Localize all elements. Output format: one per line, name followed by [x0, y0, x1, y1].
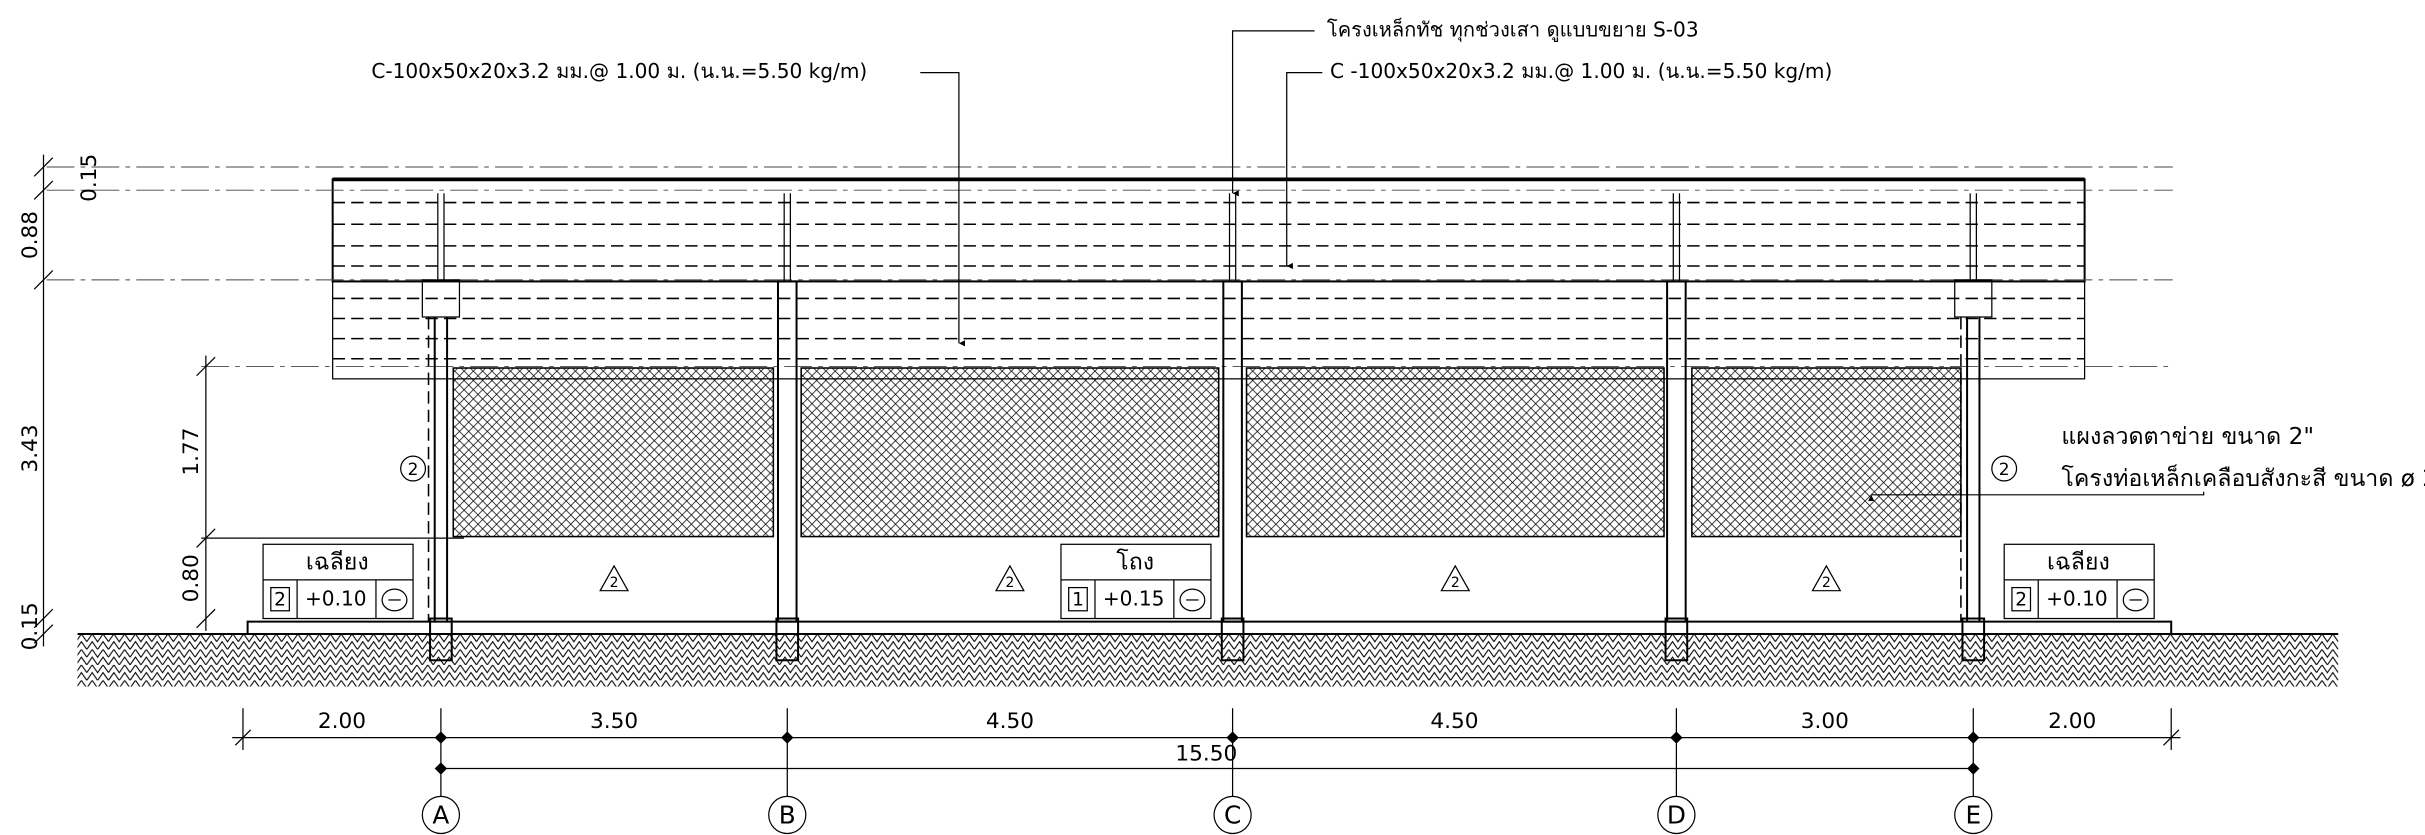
dynamic: C-100x50x20x3.2 มม.@ 1.00 ม. (น.น.=5.50 …	[18, 16, 2425, 835]
dimension-tick	[781, 731, 794, 744]
dimension-label: 15.50	[1175, 742, 1237, 767]
room-number-box	[2011, 586, 2032, 612]
dimension-tick	[1967, 731, 1980, 744]
dimension-tick	[33, 180, 54, 200]
room-number: 2	[274, 589, 286, 610]
grid-label: B	[779, 800, 796, 829]
room-name: โถง	[1116, 548, 1154, 575]
leader	[1868, 491, 2205, 501]
post	[1666, 280, 1687, 623]
post	[776, 280, 798, 623]
room-number: 2	[2015, 589, 2027, 610]
dimension-label: 1.77	[179, 427, 204, 475]
finish-tag-label: 2	[1822, 575, 1831, 591]
leader	[920, 72, 966, 347]
finish-tag	[1440, 564, 1471, 592]
dimension-label: 3.00	[1801, 709, 1849, 734]
dimension-tick	[1670, 731, 1683, 744]
grid-bubble	[421, 795, 461, 835]
room-tag	[2003, 543, 2155, 620]
annotation: โครงท่อเหล็กเคลือบสังกะสี ขนาด ø 2"	[2061, 463, 2425, 492]
finish-tag-label: 2	[610, 575, 619, 591]
finish-tag	[1811, 564, 1842, 592]
dimension-label: 0.80	[179, 554, 204, 602]
dimension-label: 4.50	[986, 709, 1034, 734]
wall-tag-label: 2	[1999, 460, 2010, 480]
grid-label: A	[432, 800, 449, 829]
level-symbol	[1179, 588, 1206, 612]
annotation: C-100x50x20x3.2 มม.@ 1.00 ม. (น.น.=5.50 …	[371, 59, 867, 83]
dimension-tick	[33, 624, 54, 644]
purlin-lines	[332, 201, 2085, 360]
grid-bubble	[1657, 795, 1696, 835]
dimension-tick	[196, 608, 216, 629]
finish-tag	[599, 564, 630, 592]
dimension-tick	[1226, 731, 1239, 744]
dimension-label: 0.15	[18, 602, 43, 650]
grid-label: C	[1224, 800, 1241, 829]
level-lines	[46, 166, 2173, 539]
room-number-box	[1068, 586, 1088, 612]
dimension-tick	[196, 528, 216, 548]
level-symbol	[381, 588, 408, 612]
wall-tag-label: 2	[408, 460, 419, 480]
mesh-panel	[452, 367, 775, 538]
annotation: แผงลวดตาข่าย ขนาด 2"	[2061, 423, 2314, 450]
leader	[1286, 72, 1323, 270]
dimension-label: 3.50	[590, 709, 638, 734]
mesh-panel	[1691, 367, 1962, 538]
room-number: 1	[1072, 589, 1084, 610]
grid-label: D	[1667, 800, 1686, 829]
level-symbol	[2122, 588, 2149, 612]
wall-tag	[400, 455, 427, 482]
room-level: +0.10	[305, 586, 367, 610]
room-tag	[262, 543, 414, 620]
footing	[1220, 617, 1245, 662]
mesh-panel	[800, 367, 1220, 538]
dimension-tick	[434, 731, 448, 744]
post	[1222, 280, 1243, 623]
annotation: โครงเหล็กทัช ทุกช่วงเสา ดูแบบขยาย S-03	[1327, 16, 1699, 42]
room-name: เฉลียง	[2047, 548, 2110, 575]
dimension-label: 4.50	[1430, 709, 1478, 734]
dimension-label: 2.00	[2048, 709, 2096, 734]
earth-hatch	[77, 633, 2339, 687]
dimension-tick	[33, 608, 54, 629]
leader	[1231, 30, 1315, 197]
dimension-label: 0.88	[18, 211, 43, 259]
finish-tag-label: 2	[1451, 575, 1460, 591]
post-cap	[1954, 279, 1993, 318]
dimension-tick	[234, 729, 252, 746]
dimension-tick	[33, 157, 54, 177]
footing	[1961, 617, 1986, 662]
annotation: C -100x50x20x3.2 มม.@ 1.00 ม. (น.น.=5.50…	[1330, 59, 1832, 83]
grid-bubble	[1954, 795, 1993, 835]
room-level: +0.15	[1103, 586, 1165, 610]
grid-bubble	[1213, 795, 1252, 835]
dimension-label: 3.43	[18, 424, 43, 472]
roof-lower	[332, 280, 2086, 380]
mesh-panel	[1245, 367, 1665, 538]
dimension-label: 0.15	[77, 154, 102, 202]
footing	[775, 617, 800, 662]
post-cap	[421, 279, 461, 318]
dimension-tick	[2163, 729, 2180, 746]
structure	[46, 166, 2339, 687]
grid-label: E	[1965, 800, 1981, 829]
dimension-tick	[33, 270, 54, 290]
footing	[1664, 617, 1689, 662]
room-name: เฉลียง	[306, 548, 369, 575]
dimension-tick	[196, 356, 216, 377]
finish-tag-label: 2	[1006, 575, 1015, 591]
room-tag	[1060, 543, 1212, 620]
room-level: +0.10	[2046, 586, 2108, 610]
room-number-box	[270, 586, 290, 612]
grid-bubble	[768, 795, 807, 835]
slab	[246, 620, 2173, 634]
dimension-label: 2.00	[318, 709, 366, 734]
wall-tag	[1991, 455, 2018, 482]
footing	[429, 617, 453, 662]
finish-tag	[994, 564, 1025, 592]
